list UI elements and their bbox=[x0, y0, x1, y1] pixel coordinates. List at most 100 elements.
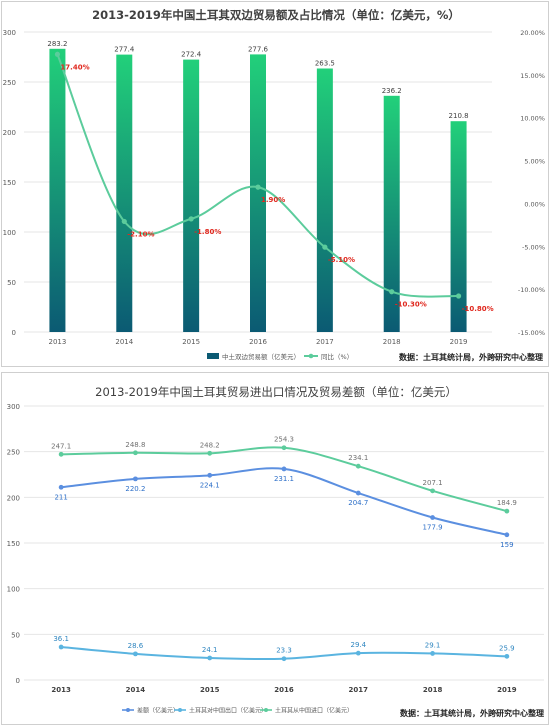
series-point bbox=[504, 508, 510, 514]
series-point bbox=[281, 656, 287, 662]
y-tick-label: 150 bbox=[3, 179, 16, 187]
bar-2018 bbox=[383, 95, 400, 332]
y2-tick-label: 5.00% bbox=[524, 158, 545, 166]
x-tick-label: 2014 bbox=[126, 686, 146, 694]
yoy-label: -5.10% bbox=[328, 256, 355, 264]
yoy-point bbox=[54, 51, 61, 57]
series-value-label: 28.6 bbox=[128, 642, 144, 650]
chart-title: 2013-2019年中国土耳其双边贸易额及占比情况（单位：亿美元，%） bbox=[92, 8, 460, 22]
bar-value-label: 210.8 bbox=[449, 112, 469, 120]
y-tick-label: 300 bbox=[7, 403, 20, 411]
legend-label: 差额（亿美元） bbox=[137, 707, 179, 715]
series-value-label: 234.1 bbox=[348, 454, 368, 462]
source-note: 数据：土耳其统计局，外跨研究中心整理 bbox=[399, 352, 543, 362]
yoy-point bbox=[455, 293, 462, 299]
series-point bbox=[58, 484, 64, 490]
series-value-label: 254.3 bbox=[274, 436, 294, 444]
series-value-label: 220.2 bbox=[125, 485, 145, 493]
series-value-label: 224.1 bbox=[200, 481, 220, 489]
legend-line-label: 同比（%） bbox=[321, 352, 353, 361]
chart-title: 2013-2019年中国土耳其贸易进出口情况及贸易差额（单位：亿美元） bbox=[95, 385, 457, 399]
x-tick-label: 2013 bbox=[49, 338, 67, 346]
yoy-label: 17.40% bbox=[60, 63, 89, 71]
series-point bbox=[58, 451, 64, 457]
series-value-label: 25.9 bbox=[499, 644, 515, 652]
series-point bbox=[207, 655, 213, 661]
y2-tick-label: 0.00% bbox=[524, 200, 545, 208]
yoy-point bbox=[389, 289, 395, 295]
legend-marker bbox=[178, 708, 182, 712]
series-value-label: 207.1 bbox=[423, 479, 443, 487]
series-value-label: 184.9 bbox=[497, 499, 517, 507]
series-point bbox=[133, 651, 138, 657]
legend-bar-label: 中土双边贸易额（亿美元） bbox=[222, 352, 300, 361]
series-value-label: 29.4 bbox=[350, 641, 366, 649]
x-tick-label: 2016 bbox=[274, 686, 294, 694]
y-tick-label: 300 bbox=[3, 29, 16, 37]
bar-value-label: 283.2 bbox=[47, 40, 67, 48]
series-point bbox=[504, 532, 510, 538]
yoy-label: -10.30% bbox=[395, 301, 427, 309]
bar-value-label: 263.5 bbox=[315, 60, 335, 68]
trade-volume-chart-panel: 2013-2019年中国土耳其双边贸易额及占比情况（单位：亿美元，%） 0 50 10… bbox=[1, 1, 549, 367]
yoy-label: 1.90% bbox=[261, 196, 285, 204]
series-value-label: 204.7 bbox=[348, 499, 368, 507]
y-tick-label: 0 bbox=[12, 329, 16, 337]
x-tick-label: 2015 bbox=[200, 686, 220, 694]
y-tick-label: 200 bbox=[7, 494, 20, 502]
y2-tick-label: 20.00% bbox=[520, 29, 545, 37]
yoy-point bbox=[121, 218, 127, 225]
series-value-label: 231.1 bbox=[274, 475, 294, 483]
series-point bbox=[430, 651, 435, 656]
y2-tick-label: 10.00% bbox=[520, 115, 545, 123]
y2-tick-label: -15.00% bbox=[518, 329, 545, 337]
x-tick-label: 2016 bbox=[249, 338, 267, 346]
y-tick-label: 100 bbox=[7, 586, 20, 594]
x-tick-label: 2017 bbox=[349, 686, 369, 694]
bar-2017 bbox=[316, 68, 333, 332]
series-point bbox=[281, 445, 287, 451]
yoy-point bbox=[322, 244, 328, 250]
yoy-label: -2.10% bbox=[127, 230, 154, 238]
series-point bbox=[207, 450, 213, 456]
bar-2016 bbox=[250, 54, 266, 333]
bar-value-label: 277.4 bbox=[114, 46, 135, 54]
series-value-label: 248.8 bbox=[125, 441, 145, 449]
x-tick-label: 2019 bbox=[497, 686, 517, 694]
legend-marker bbox=[264, 708, 268, 712]
series-point bbox=[355, 490, 361, 496]
series-value-label: 36.1 bbox=[53, 635, 69, 643]
x-tick-label: 2014 bbox=[115, 338, 133, 346]
yoy-line bbox=[56, 53, 459, 298]
y2-tick-label: -5.00% bbox=[522, 243, 545, 251]
yoy-label: -1.80% bbox=[194, 228, 221, 236]
series-point bbox=[355, 463, 361, 469]
legend-line-marker bbox=[308, 353, 314, 359]
yoy-point bbox=[255, 184, 261, 190]
yoy-point bbox=[188, 216, 194, 222]
legend-bar-swatch bbox=[207, 353, 219, 359]
series-value-label: 29.1 bbox=[425, 641, 441, 649]
bar-2013 bbox=[49, 48, 66, 333]
bar-2014 bbox=[116, 54, 133, 332]
x-tick-label: 2019 bbox=[450, 338, 468, 346]
bar-value-label: 236.2 bbox=[382, 87, 402, 95]
series-value-label: 24.1 bbox=[202, 646, 218, 654]
series-value-label: 159 bbox=[500, 541, 513, 549]
x-tick-label: 2015 bbox=[182, 338, 200, 346]
source-note: 数据：土耳其统计局，外跨研究中心整理 bbox=[400, 708, 544, 718]
series-value-label: 247.1 bbox=[51, 442, 71, 450]
series-point bbox=[504, 653, 510, 659]
bar-2015 bbox=[183, 59, 200, 332]
bar-2019 bbox=[450, 121, 467, 332]
legend-label: 土耳其从中国进口（亿美元） bbox=[275, 707, 353, 715]
y2-tick-label: 15.00% bbox=[520, 72, 545, 80]
bar-value-label: 277.6 bbox=[248, 45, 269, 53]
series-point bbox=[430, 488, 435, 494]
legend-marker bbox=[126, 708, 130, 712]
y-tick-label: 250 bbox=[7, 449, 20, 457]
series-value-label: 177.9 bbox=[423, 524, 443, 532]
yoy-label: -10.80% bbox=[462, 305, 494, 313]
y-tick-label: 150 bbox=[7, 540, 20, 548]
trade-volume-chart: 2013-2019年中国土耳其双边贸易额及占比情况（单位：亿美元，%） 0 50 10… bbox=[3, 8, 545, 362]
